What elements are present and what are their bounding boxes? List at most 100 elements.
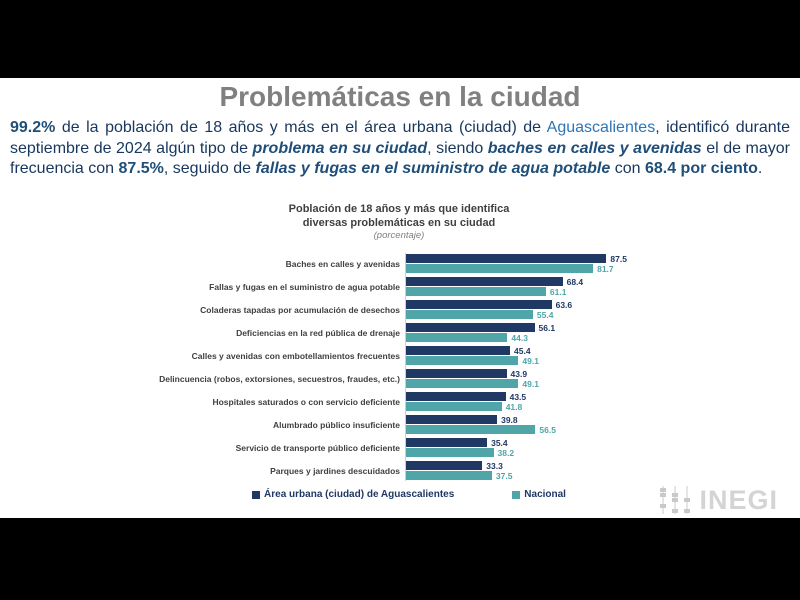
top-letterbox-band [0, 0, 800, 78]
paragraph-segment: , identificó durante septiembre de 2024 … [10, 119, 791, 157]
chart-row: Servicio de transporte público deficient… [158, 436, 640, 459]
paragraph-segment: el de mayor frecuencia con [10, 139, 790, 178]
bar-value-label: 35.4 [491, 437, 508, 448]
bar-line: 55.4 [406, 309, 572, 320]
bar-chart: Población de 18 años y más que identific… [158, 202, 640, 500]
summary-paragraph: 99.2% de la población de 18 años y más e… [10, 118, 790, 180]
bar-group: 43.5 41.8 [406, 392, 526, 412]
bar-line: 35.4 [406, 437, 514, 448]
paragraph-segment: , seguido de [163, 160, 256, 177]
paragraph-segment: . [757, 160, 763, 177]
bar-nacional [406, 264, 594, 273]
category-label: Delincuencia (robos, extorsiones, secues… [159, 373, 400, 384]
legend-item: Área urbana (ciudad) de Aguascalientes [252, 489, 454, 500]
paragraph-segment: 87.5% [118, 160, 164, 177]
bar-line: 43.5 [406, 391, 527, 402]
bar-value-label: 87.5 [610, 253, 627, 264]
paragraph-segment: de la población de 18 años y más en el á… [55, 119, 547, 136]
bar-line: 56.5 [406, 424, 556, 435]
paragraph-segment: 99.2% [10, 119, 56, 136]
bar-group: 68.4 61.1 [406, 277, 583, 297]
bar-line: 63.6 [406, 299, 573, 310]
bar-aguascalientes [406, 392, 506, 401]
chart-plot-area: Baches en calles y avenidas 87.5 81.7 Falla… [158, 252, 640, 482]
inegi-logo-text: INEGI [699, 485, 778, 515]
chart-row: Deficiencias en la red pública de drenaj… [158, 321, 640, 344]
paragraph-segment: con [610, 160, 645, 177]
chart-title-line1: Población de 18 años y más que identific… [288, 203, 510, 215]
chart-row: Coladeras tapadas por acumulación de des… [158, 298, 640, 321]
bar-line: 45.4 [406, 345, 539, 356]
bar-group: 87.5 81.7 [406, 254, 627, 274]
chart-row: Parques y jardines descuidados 33.3 37.5 [158, 459, 640, 482]
bar-nacional [406, 333, 508, 342]
paragraph-segment: fallas y fugas en el suministro de agua … [255, 160, 611, 177]
bar-value-label: 44.3 [511, 332, 528, 343]
category-label: Calles y avenidas con embotellamientos f… [191, 350, 400, 361]
bar-value-label: 39.8 [501, 414, 518, 425]
legend-marker [252, 490, 261, 499]
bar-nacional [406, 356, 519, 365]
bar-group: 56.1 44.3 [406, 323, 555, 343]
paragraph-segment: problema en su ciudad [252, 139, 428, 157]
bar-line: 87.5 [406, 253, 627, 264]
bar-aguascalientes [406, 300, 552, 309]
chart-row: Alumbrado público insuficiente 39.8 56.5 [158, 413, 640, 436]
bar-line: 38.2 [406, 447, 515, 458]
chart-row: Baches en calles y avenidas 87.5 81.7 [158, 252, 640, 275]
bar-group: 63.6 55.4 [406, 300, 572, 320]
bar-value-label: 81.7 [597, 263, 614, 274]
category-label: Alumbrado público insuficiente [272, 419, 400, 430]
bar-group: 35.4 38.2 [406, 438, 514, 458]
bar-value-label: 43.5 [509, 391, 527, 402]
chart-title-block: Población de 18 años y más que identific… [158, 202, 640, 242]
bar-aguascalientes [406, 461, 483, 470]
chart-title-line2: diversas problemáticas en su ciudad [302, 217, 496, 229]
bar-group: 43.9 49.1 [406, 369, 539, 389]
bar-aguascalientes [406, 369, 507, 378]
category-label: Baches en calles y avenidas [285, 258, 400, 269]
bar-aguascalientes [406, 346, 510, 355]
bar-line: 39.8 [406, 414, 556, 425]
category-label: Parques y jardines descuidados [270, 465, 400, 476]
slide-content: Problemáticas en la ciudad 99.2% de la p… [0, 78, 800, 518]
category-label: Coladeras tapadas por acumulación de des… [200, 304, 400, 315]
paragraph-segment: Aguascalientes [546, 119, 656, 136]
bar-aguascalientes [406, 254, 607, 263]
paragraph-segment: baches en calles y avenidas [487, 139, 702, 157]
bar-value-label: 49.1 [522, 378, 539, 389]
bar-line: 43.9 [406, 368, 539, 379]
bar-value-label: 56.1 [538, 322, 556, 333]
bar-nacional [406, 287, 546, 296]
bar-value-label: 37.5 [495, 470, 513, 481]
bar-aguascalientes [406, 277, 563, 286]
bar-value-label: 43.9 [510, 368, 528, 379]
bar-value-label: 38.2 [497, 447, 515, 458]
bar-group: 33.3 37.5 [406, 461, 512, 481]
bar-value-label: 63.6 [555, 299, 573, 310]
bar-nacional [406, 402, 502, 411]
chart-row: Fallas y fugas en el suministro de agua … [158, 275, 640, 298]
bar-line: 41.8 [406, 401, 526, 412]
bar-value-label: 41.8 [505, 401, 523, 412]
bar-nacional [406, 448, 494, 457]
bar-line: 68.4 [406, 277, 583, 287]
legend-label: Nacional [524, 489, 566, 500]
page-title: Problemáticas en la ciudad [219, 81, 581, 112]
bar-value-label: 49.1 [522, 355, 539, 366]
bar-nacional [406, 379, 519, 388]
bar-line: 44.3 [406, 332, 555, 343]
chart-row: Calles y avenidas con embotellamientos f… [158, 344, 640, 367]
bar-value-label: 45.4 [514, 345, 531, 356]
bar-nacional [406, 425, 536, 434]
bar-value-label: 55.4 [536, 309, 554, 320]
chart-row: Delincuencia (robos, extorsiones, secues… [158, 367, 640, 390]
bar-nacional [406, 310, 533, 319]
legend-label: Área urbana (ciudad) de Aguascalientes [264, 489, 455, 500]
bar-value-label: 56.5 [539, 424, 556, 435]
bar-line: 56.1 [406, 322, 556, 333]
bar-value-label: 61.1 [549, 286, 567, 297]
legend-item: Nacional [512, 489, 566, 500]
bar-line: 49.1 [406, 378, 539, 389]
